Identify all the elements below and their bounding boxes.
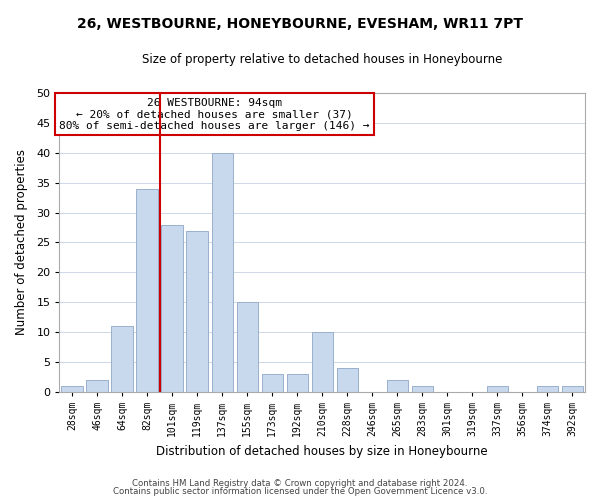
Bar (537, 386, 558, 392)
Bar (562, 386, 583, 392)
Bar (112, 326, 133, 392)
Bar (61, 386, 83, 392)
Text: Contains HM Land Registry data © Crown copyright and database right 2024.: Contains HM Land Registry data © Crown c… (132, 478, 468, 488)
Bar (212, 153, 233, 392)
Y-axis label: Number of detached properties: Number of detached properties (15, 150, 28, 336)
Text: 26, WESTBOURNE, HONEYBOURNE, EVESHAM, WR11 7PT: 26, WESTBOURNE, HONEYBOURNE, EVESHAM, WR… (77, 18, 523, 32)
Bar (386, 380, 408, 392)
Bar (311, 332, 333, 392)
Bar (287, 374, 308, 392)
Bar (337, 368, 358, 392)
Bar (86, 380, 107, 392)
Bar (412, 386, 433, 392)
Text: Contains public sector information licensed under the Open Government Licence v3: Contains public sector information licen… (113, 487, 487, 496)
Bar (136, 188, 158, 392)
Bar (487, 386, 508, 392)
Text: 26 WESTBOURNE: 94sqm
← 20% of detached houses are smaller (37)
80% of semi-detac: 26 WESTBOURNE: 94sqm ← 20% of detached h… (59, 98, 370, 130)
Bar (161, 224, 183, 392)
Title: Size of property relative to detached houses in Honeybourne: Size of property relative to detached ho… (142, 52, 502, 66)
Bar (187, 230, 208, 392)
X-axis label: Distribution of detached houses by size in Honeybourne: Distribution of detached houses by size … (157, 444, 488, 458)
Bar (262, 374, 283, 392)
Bar (236, 302, 258, 392)
